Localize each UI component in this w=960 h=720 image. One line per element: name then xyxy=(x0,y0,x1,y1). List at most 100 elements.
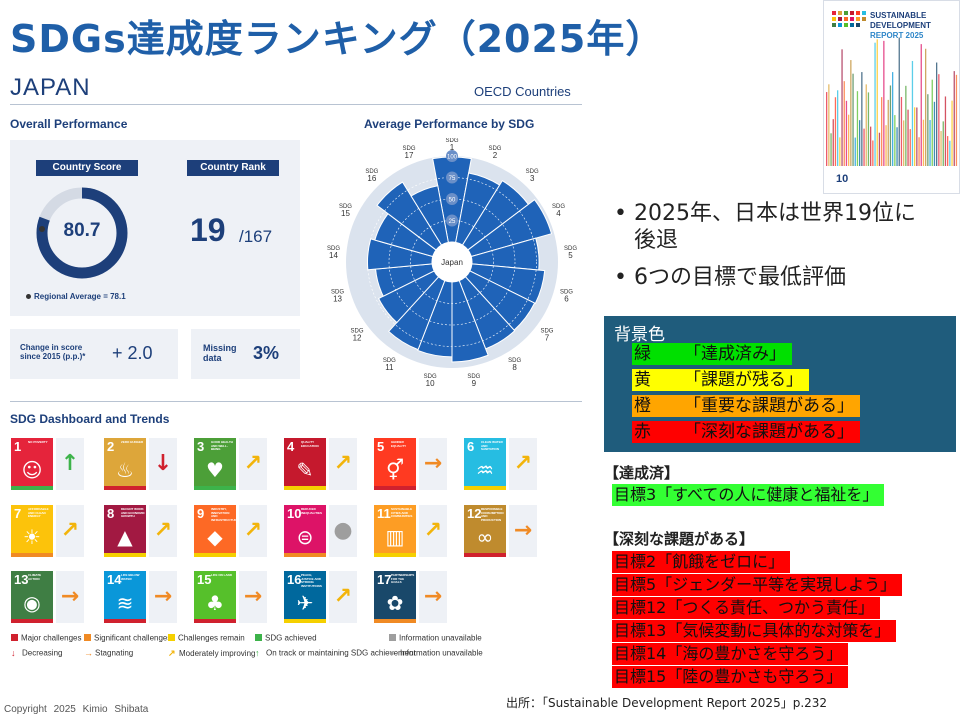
cover-decor-bar xyxy=(889,85,892,166)
country-rank-value: 19 xyxy=(190,212,226,248)
cover-sdg-square xyxy=(832,23,836,27)
radar-axis-prefix: SDG xyxy=(445,138,458,144)
report-cover-graphic xyxy=(826,11,958,167)
sdg-tile-label: SUSTAINABLE CITIES AND COMMUNITIES xyxy=(391,507,413,518)
sdg-tile-number: 4 xyxy=(287,439,295,454)
sdg-tile-label: REDUCED INEQUALITIES xyxy=(301,507,323,515)
gender-icon: ⚥ xyxy=(385,458,405,482)
cover-decor-bar xyxy=(933,101,936,166)
background-color-key-row: 橙 「重要な課題がある」 xyxy=(632,395,860,417)
sdg-tile-label: QUALITY EDUCATION xyxy=(301,440,319,448)
legend-swatch xyxy=(255,634,262,642)
radar-ring-label: 50 xyxy=(449,198,456,204)
cover-decor-bar xyxy=(920,44,922,167)
radar-axis-prefix: SDG xyxy=(424,374,437,380)
radar-axis-label: 17 xyxy=(405,151,414,160)
cover-decor-bar xyxy=(918,137,920,166)
sdg-tile-13: 13 CLIMATE ACTION ◉ xyxy=(11,571,53,623)
cover-decor-bar xyxy=(883,40,885,166)
legend-arrow-icon: ● xyxy=(389,648,395,658)
cover-decor-bar xyxy=(828,84,830,166)
cover-sdg-square xyxy=(844,17,848,21)
bullet-item: • 6つの目標で最低評価 xyxy=(614,265,846,290)
sdg-tile-17: 17 PARTNERSHIPS FOR THE GOALS ✿ xyxy=(374,571,416,623)
sdg-trend-indicator: ↗ xyxy=(329,438,357,490)
cover-decor-bar xyxy=(881,97,883,166)
sdg-tile-label: RESPONSIBLE CONSUMPTION AND PRODUCTION xyxy=(481,507,504,522)
sdg-tile-status-bar xyxy=(194,486,236,490)
sdg-tile-number: 12 xyxy=(467,506,482,521)
country-score-tag: Country Score xyxy=(36,160,138,176)
legend-item: Information unavailable xyxy=(389,633,482,642)
cover-decor-bar xyxy=(878,132,881,166)
cover-sdg-square xyxy=(844,11,848,15)
cover-decor-bar xyxy=(905,85,907,166)
key-color-word: 緑 xyxy=(634,344,651,364)
eye-globe-icon: ◉ xyxy=(23,591,41,615)
sdg-trend-indicator: → xyxy=(509,505,537,557)
cover-decor-bar xyxy=(944,96,947,166)
sdg-tile-7: 7 AFFORDABLE AND CLEAN ENERGY ☀ xyxy=(11,505,53,557)
sdg-trend-indicator: → xyxy=(239,571,267,623)
cover-decor-bar xyxy=(925,48,927,167)
cover-decor-bar xyxy=(826,92,828,166)
cover-decor-bar xyxy=(841,49,843,166)
legend-item: Significant challenges xyxy=(84,633,171,642)
radar-ring-marker xyxy=(446,150,458,162)
legend-label: Decreasing xyxy=(22,648,63,658)
dashboard-heading: SDG Dashboard and Trends xyxy=(10,412,170,426)
radar-axis-prefix: SDG xyxy=(403,146,416,152)
radar-axis-prefix: SDG xyxy=(327,246,340,252)
cover-decor-bar xyxy=(938,74,940,166)
sdg-trend-indicator: ↗ xyxy=(509,438,537,490)
key-color-word: 橙 xyxy=(634,396,651,416)
cover-decor-bar xyxy=(845,100,848,166)
cover-decor-bar xyxy=(887,99,889,166)
sdg-tile-status-bar xyxy=(104,486,146,490)
radar-grid-ring xyxy=(410,220,494,304)
cover-decor-bar xyxy=(936,62,938,166)
background-color-key-row: 赤 「深刻な課題がある」 xyxy=(632,421,860,443)
equal-icon: ⊜ xyxy=(296,525,314,549)
legend-item: ↗ Moderately improving xyxy=(168,648,255,659)
serious-goal-item: 目標5「ジェンダー平等を実現しよう」 xyxy=(612,574,903,596)
radar-axis-label: 8 xyxy=(512,363,517,372)
cover-decor-bar xyxy=(929,120,931,166)
radar-ring-marker xyxy=(446,214,458,227)
radar-axis-label: 1 xyxy=(450,143,455,152)
change-in-score-value: + 2.0 xyxy=(112,343,153,363)
sdg-tile-status-bar xyxy=(464,486,506,490)
key-meaning: 「重要な課題がある」 xyxy=(684,396,854,416)
cover-decor-bar xyxy=(854,137,856,166)
sdg-tile-16: 16 PEACE, JUSTICE AND STRONG INSTITUTIONS… xyxy=(284,571,326,623)
legend-label: Information unavailable xyxy=(399,633,482,643)
cover-decor-bar xyxy=(865,84,867,166)
sdg-tile-number: 9 xyxy=(197,506,205,521)
radar-axis-prefix: SDG xyxy=(467,374,480,380)
missing-data-label: Missing data xyxy=(203,343,237,363)
cover-decor-bar xyxy=(876,39,878,166)
sdg-tile-status-bar xyxy=(284,553,326,557)
key-meaning: 「深刻な課題がある」 xyxy=(684,422,854,442)
cover-sdg-square xyxy=(856,17,860,21)
sdg-tile-label: CLEAN WATER AND SANITATION xyxy=(481,440,503,451)
cover-decor-bar xyxy=(949,140,951,166)
change-in-score-label: Change in score since 2015 (p.p.)* xyxy=(20,343,86,361)
key-color-word: 黄 xyxy=(634,370,651,390)
background-color-key-row: 黄 「課題が残る」 xyxy=(632,369,809,391)
sdg-tile-3: 3 GOOD HEALTH AND WELL-BEING ♥ xyxy=(194,438,236,490)
radar-axis-label: 10 xyxy=(426,379,435,388)
sdg-tile-number: 16 xyxy=(287,572,302,587)
legend-item: → Stagnating xyxy=(84,648,133,658)
sdg-tile-12: 12 RESPONSIBLE CONSUMPTION AND PRODUCTION… xyxy=(464,505,506,557)
sdg-tile-label: LIFE ON LAND xyxy=(211,573,232,577)
cover-decor-bar xyxy=(856,91,859,166)
sdg-trend-indicator: → xyxy=(149,571,177,623)
country-name: JAPAN xyxy=(10,74,91,101)
sdg-tile-status-bar xyxy=(464,553,506,557)
radar-axis-prefix: SDG xyxy=(351,329,364,335)
cover-sdg-square xyxy=(838,17,842,21)
cover-decor-bar xyxy=(916,107,918,166)
cover-decor-bar xyxy=(914,107,916,166)
bowl-icon: ♨ xyxy=(116,458,134,482)
